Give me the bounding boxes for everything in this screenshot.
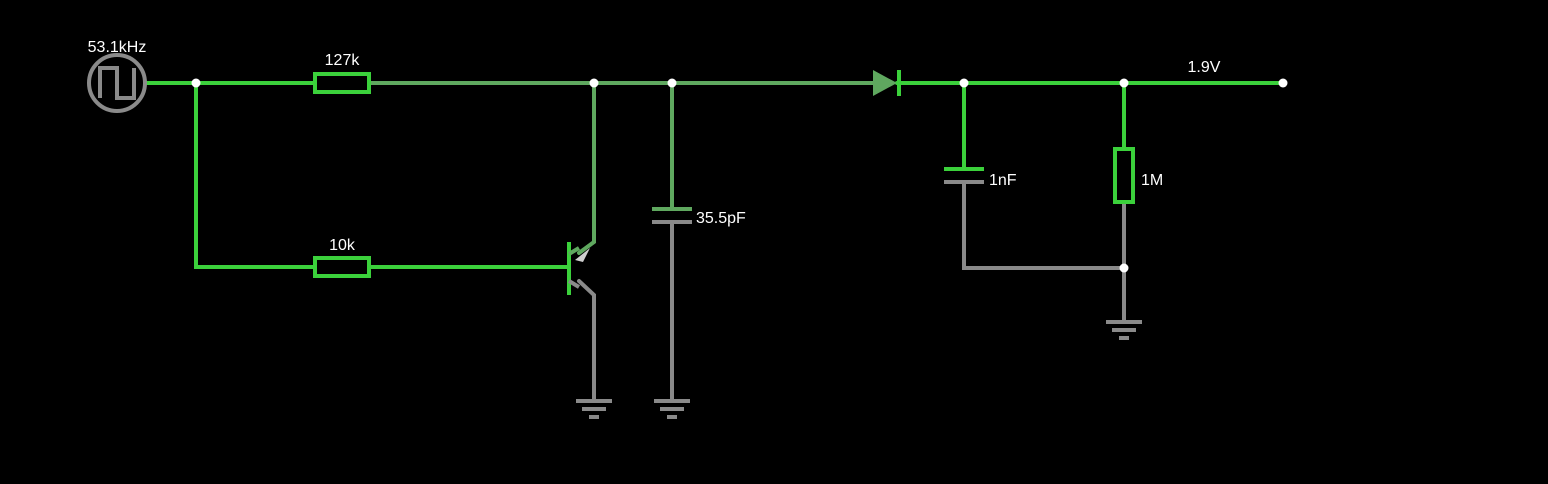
nodes — [191, 78, 1288, 273]
square-wave-source-icon[interactable] — [87, 53, 147, 113]
resistor-r1-label: 127k — [325, 52, 361, 69]
capacitor-c2-label: 1nF — [989, 172, 1017, 189]
resistor-r3[interactable] — [1113, 147, 1135, 204]
resistor-r1[interactable] — [313, 72, 371, 94]
node-emitter[interactable] — [589, 78, 599, 88]
capacitor-c1[interactable] — [652, 207, 692, 224]
resistor-r3-label: 1M — [1141, 172, 1163, 189]
wire-node-to-r2[interactable] — [194, 81, 317, 269]
node-c1[interactable] — [667, 78, 677, 88]
output-voltage-label: 1.9V — [1188, 59, 1221, 76]
node-output-terminal[interactable] — [1278, 78, 1288, 88]
source-frequency-label: 53.1kHz — [88, 39, 147, 56]
wires — [144, 81, 1285, 402]
ground-icon-transistor[interactable] — [576, 399, 612, 419]
wire-c2-to-ground-node[interactable] — [962, 180, 1126, 270]
node-c2[interactable] — [959, 78, 969, 88]
wire-collector-to-ground[interactable] — [577, 279, 596, 402]
ground-icon-r3[interactable] — [1106, 320, 1142, 340]
node-input[interactable] — [191, 78, 201, 88]
ground-icon-c1[interactable] — [654, 399, 690, 419]
diode-icon[interactable] — [873, 70, 901, 96]
node-r3[interactable] — [1119, 78, 1129, 88]
pnp-transistor-icon[interactable] — [567, 242, 590, 295]
node-ground-junction[interactable] — [1119, 263, 1129, 273]
capacitor-c2[interactable] — [944, 167, 984, 184]
resistor-r2-label: 10k — [329, 237, 356, 254]
wire-node-to-emitter[interactable] — [577, 81, 596, 255]
resistor-r2[interactable] — [313, 256, 371, 278]
capacitor-c1-label: 35.5pF — [696, 210, 746, 227]
